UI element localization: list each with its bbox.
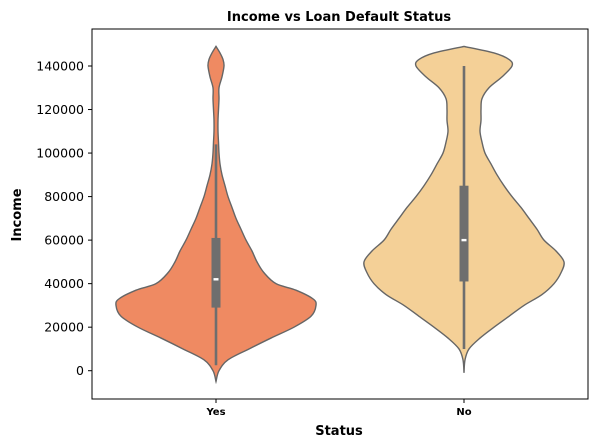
y-tick-label: 0: [76, 363, 84, 378]
box-yes: [211, 237, 221, 308]
chart-title: Income vs Loan Default Status: [227, 10, 451, 25]
y-tick-label: 40000: [44, 276, 84, 291]
plot-area: [115, 45, 565, 385]
y-axis: 0 20000 40000 60000 80000 100000 120000 140000: [36, 59, 92, 378]
box-no: [459, 185, 469, 282]
x-axis: Yes No: [205, 399, 472, 418]
y-tick-label: 20000: [44, 320, 84, 335]
y-tick-label: 60000: [44, 233, 84, 248]
x-tick-label-no: No: [456, 407, 471, 418]
median-no: [461, 238, 467, 242]
y-tick-label: 100000: [36, 146, 84, 161]
x-axis-label: Status: [315, 424, 363, 439]
median-yes: [213, 278, 219, 281]
x-tick-label-yes: Yes: [205, 407, 225, 418]
plot-frame: [91, 28, 589, 400]
y-tick-label: 80000: [44, 189, 84, 204]
y-tick-label: 140000: [36, 59, 84, 74]
y-tick-label: 120000: [36, 102, 84, 117]
y-axis-label: Income: [10, 188, 25, 241]
